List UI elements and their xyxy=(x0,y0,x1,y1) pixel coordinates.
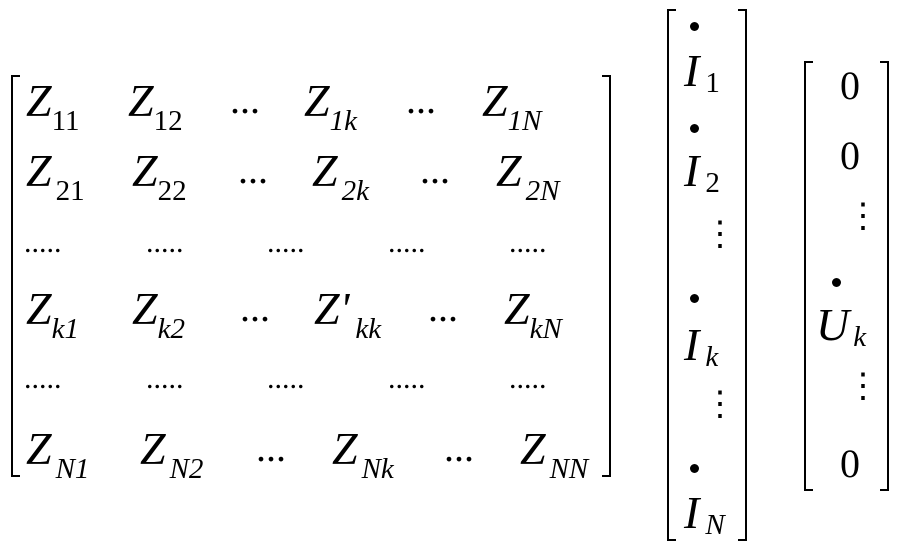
z-row5-dots-1: ..... xyxy=(24,362,62,395)
z-row4-ellipsis-1: ... xyxy=(240,285,270,330)
z-row4-ellipsis-2: ... xyxy=(428,285,458,330)
z-row1-ellipsis-2: ... xyxy=(406,77,436,122)
z-row5-dots-3: ..... xyxy=(267,362,305,395)
z-row5-dots-4: ..... xyxy=(388,362,426,395)
z-kN: ZkN xyxy=(504,283,562,345)
z-N2: Z N2 xyxy=(140,423,204,485)
z-1k: Z1k xyxy=(304,75,357,137)
z-21: Z 21 xyxy=(26,145,85,207)
z-row6-ellipsis-1: ... xyxy=(256,425,286,470)
i1-dot-accent xyxy=(690,22,699,31)
u-vector-right-bracket xyxy=(880,61,889,491)
iN-dot-accent xyxy=(690,464,699,473)
ik-dot-accent xyxy=(690,294,699,303)
z-row3-dots-2: ..... xyxy=(146,226,184,259)
z-2N: Z 2N xyxy=(496,145,560,207)
z-row3-dots-1: ..... xyxy=(24,226,62,259)
i-vector-right-bracket xyxy=(738,9,747,541)
i-vector-vdots-2: ⋮ xyxy=(703,386,737,423)
uk-dot-accent xyxy=(832,278,841,287)
z-NN: Z NN xyxy=(520,423,589,485)
z-row2-ellipsis-1: ... xyxy=(238,147,268,192)
z-row3-dots-3: ..... xyxy=(267,226,305,259)
z-row6-ellipsis-2: ... xyxy=(444,425,474,470)
z-row1-ellipsis-1: ... xyxy=(230,77,260,122)
z-2k: Z 2k xyxy=(312,145,369,207)
i-vector-vdots-1: ⋮ xyxy=(703,216,737,253)
z-row3-dots-5: ..... xyxy=(509,226,547,259)
u-vector-left-bracket xyxy=(804,61,813,491)
z-row5-dots-5: ..... xyxy=(509,362,547,395)
z-row2-ellipsis-2: ... xyxy=(420,147,450,192)
z-N1: Z N1 xyxy=(26,423,90,485)
z-22: Z22 xyxy=(132,145,187,207)
z-12: Z12 xyxy=(128,75,183,137)
i-vector-left-bracket xyxy=(667,9,676,541)
z-row5-dots-2: ..... xyxy=(146,362,184,395)
z-prime-kk: Z' kk xyxy=(314,283,382,345)
z-k1: Zk1 xyxy=(26,283,79,345)
z-matrix-left-bracket xyxy=(11,75,20,477)
z-1N: Z1N xyxy=(482,75,542,137)
z-k2: Zk2 xyxy=(132,283,185,345)
u-vector-vdots-1: ⋮ xyxy=(846,198,880,235)
z-Nk: Z Nk xyxy=(332,423,394,485)
u-entry-1: 0 xyxy=(840,63,860,108)
u-entry-last: 0 xyxy=(840,441,860,486)
u-vector-vdots-2: ⋮ xyxy=(846,368,880,405)
z-matrix-right-bracket xyxy=(602,75,611,477)
z-11: Z11 xyxy=(26,75,80,137)
z-row3-dots-4: ..... xyxy=(388,226,426,259)
i2-dot-accent xyxy=(690,124,699,133)
u-entry-2: 0 xyxy=(840,133,860,178)
